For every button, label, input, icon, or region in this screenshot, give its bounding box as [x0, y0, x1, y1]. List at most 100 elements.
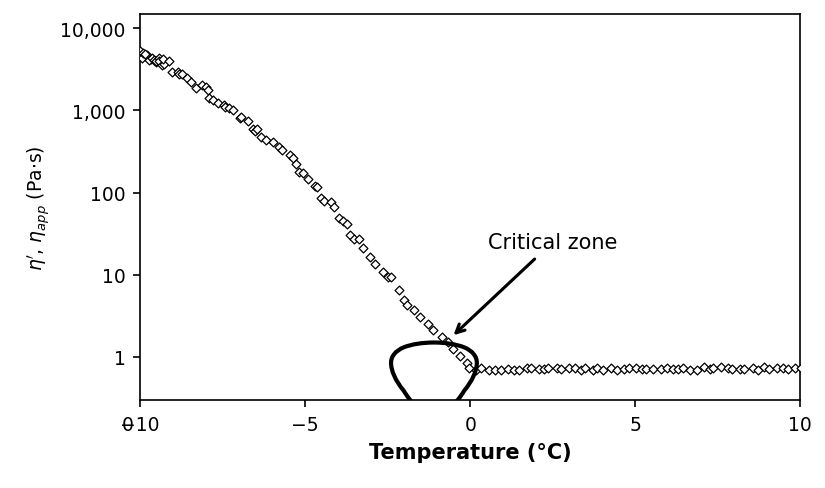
- Point: [318, 198, 331, 205]
- Point: [246, 125, 259, 133]
- Point: [469, 366, 483, 374]
- Point: [794, 364, 808, 372]
- Point: [596, 366, 610, 374]
- Point: [537, 366, 550, 374]
- Point: [462, 364, 475, 372]
- Point: [136, 51, 149, 59]
- Point: [324, 199, 337, 206]
- Point: [341, 221, 354, 228]
- Point: [746, 365, 759, 372]
- Point: [483, 366, 496, 374]
- Point: [646, 366, 659, 374]
- Point: [376, 268, 389, 276]
- Text: Critical zone: Critical zone: [456, 233, 617, 333]
- Y-axis label: $\eta'$, $\eta_{app}$ (Pa$\cdot$s): $\eta'$, $\eta_{app}$ (Pa$\cdot$s): [26, 145, 52, 270]
- Point: [148, 57, 161, 65]
- Point: [222, 105, 235, 113]
- Point: [635, 365, 648, 373]
- Point: [200, 84, 213, 92]
- Point: [706, 364, 719, 372]
- Point: [704, 366, 717, 373]
- Point: [398, 297, 411, 305]
- Point: [254, 134, 267, 142]
- Point: [605, 365, 618, 372]
- Point: [474, 365, 488, 373]
- Point: [622, 365, 635, 372]
- Point: [242, 118, 255, 125]
- Point: [508, 366, 521, 374]
- Point: [617, 366, 630, 374]
- Point: [172, 71, 186, 79]
- Point: [356, 245, 370, 253]
- Point: [206, 97, 219, 105]
- Point: [149, 58, 163, 65]
- Point: [266, 139, 280, 146]
- Point: [234, 114, 248, 122]
- Point: [140, 52, 153, 60]
- Point: [139, 51, 152, 59]
- Point: [661, 365, 674, 372]
- X-axis label: Temperature (°C): Temperature (°C): [369, 442, 572, 462]
- Point: [145, 55, 158, 63]
- Point: [520, 364, 533, 372]
- Point: [542, 364, 555, 372]
- Point: [133, 48, 146, 56]
- Point: [422, 321, 435, 328]
- Point: [413, 314, 427, 322]
- Point: [181, 75, 194, 83]
- Point: [190, 85, 203, 93]
- Text: 0: 0: [122, 416, 134, 434]
- Point: [302, 176, 315, 183]
- Point: [368, 261, 381, 269]
- Point: [667, 365, 680, 373]
- Point: [144, 57, 158, 64]
- Point: [212, 100, 225, 108]
- Point: [156, 56, 169, 64]
- Point: [672, 365, 685, 373]
- Point: [135, 55, 148, 62]
- Point: [290, 161, 303, 169]
- Point: [629, 364, 643, 372]
- Point: [384, 273, 398, 281]
- Point: [276, 147, 289, 155]
- Point: [781, 366, 794, 373]
- Point: [488, 366, 502, 374]
- Point: [568, 364, 582, 372]
- Point: [283, 152, 296, 160]
- Point: [591, 365, 604, 372]
- Point: [158, 61, 171, 69]
- Point: [512, 366, 526, 374]
- Point: [347, 235, 361, 243]
- Point: [726, 366, 739, 373]
- Point: [610, 366, 624, 374]
- Point: [562, 364, 575, 372]
- Point: [308, 183, 321, 190]
- Point: [156, 61, 169, 69]
- Point: [722, 364, 735, 372]
- Point: [691, 366, 704, 374]
- Point: [738, 365, 751, 373]
- Point: [310, 184, 323, 192]
- Point: [185, 79, 198, 87]
- Point: [292, 168, 305, 176]
- Point: [152, 55, 165, 63]
- Point: [203, 95, 216, 103]
- Point: [381, 274, 394, 282]
- Point: [771, 365, 784, 372]
- Point: [400, 302, 413, 309]
- Point: [408, 306, 421, 314]
- Point: [441, 338, 455, 346]
- Point: [683, 366, 696, 374]
- Point: [578, 364, 592, 372]
- Point: [226, 107, 239, 115]
- Point: [501, 366, 514, 373]
- Point: [260, 137, 273, 144]
- Point: [166, 69, 179, 77]
- Point: [655, 366, 668, 373]
- Point: [163, 58, 176, 65]
- Point: [337, 217, 350, 225]
- Point: [218, 102, 231, 110]
- Point: [233, 115, 247, 123]
- Point: [460, 359, 474, 367]
- Point: [143, 57, 156, 65]
